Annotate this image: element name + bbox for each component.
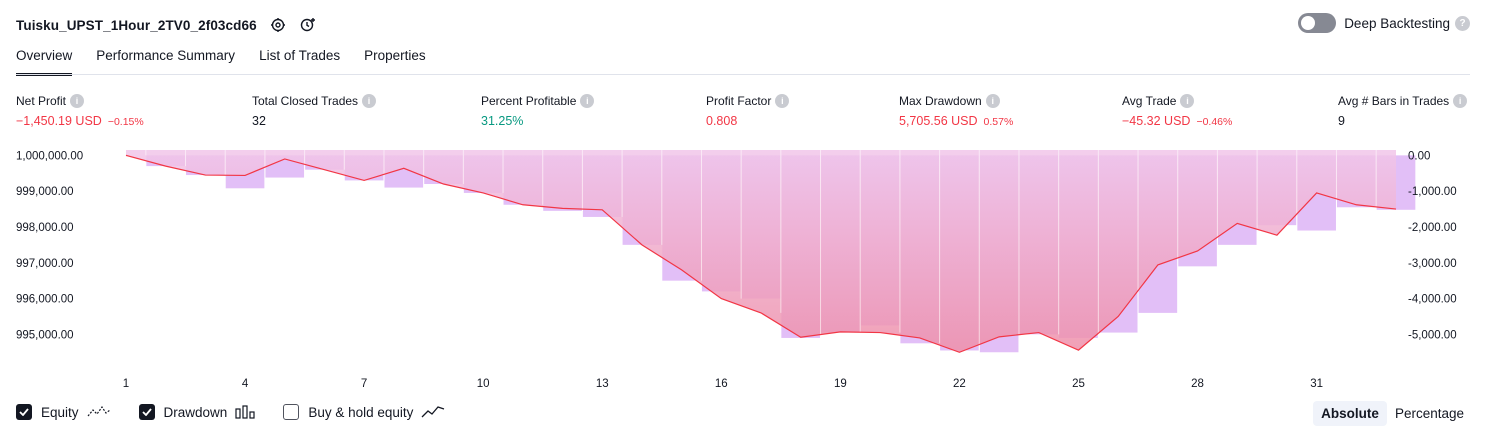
metric-subvalue: −0.46% <box>1196 116 1233 128</box>
metric-value: 31.25% <box>481 114 524 128</box>
left-axis-tick: 998,000.00 <box>16 222 74 234</box>
info-icon[interactable]: i <box>985 94 1000 108</box>
toggle-knob <box>1301 16 1316 30</box>
metric-value: −45.32 USD <box>1122 114 1191 128</box>
metric-max-drawdown: Max Drawdown i 5,705.56 USD 0.57% <box>899 94 1013 128</box>
right-axis-tick: -5,000.00 <box>1408 329 1457 341</box>
left-axis-tick: 995,000.00 <box>16 329 74 341</box>
tab-overview[interactable]: Overview <box>16 48 73 76</box>
tab-performance-summary[interactable]: Performance Summary <box>96 48 236 63</box>
metric-label: Net Profit <box>16 94 67 108</box>
metric-profit-factor: Profit Factor i 0.808 <box>706 94 790 128</box>
info-icon[interactable]: i <box>70 94 85 108</box>
metric-label: Total Closed Trades <box>252 94 359 108</box>
info-icon[interactable]: i <box>1453 94 1468 108</box>
legend-label: Buy & hold equity <box>308 404 414 420</box>
x-axis-tick: 1 <box>123 378 129 390</box>
info-icon[interactable]: i <box>1180 94 1195 108</box>
tabs-divider <box>16 74 1470 75</box>
legend-drawdown[interactable]: Drawdown <box>138 404 256 420</box>
metric-label: Percent Profitable <box>481 94 577 108</box>
metric-subvalue: 0.57% <box>983 116 1014 128</box>
mode-percentage[interactable]: Percentage <box>1394 406 1464 421</box>
equity-checkbox[interactable] <box>16 404 32 420</box>
metric-value: 5,705.56 USD <box>899 114 978 128</box>
legend-label: Equity <box>41 404 79 420</box>
x-axis-tick: 4 <box>242 378 249 390</box>
mode-absolute[interactable]: Absolute <box>1313 401 1387 426</box>
report-tabs: Overview Performance Summary List of Tra… <box>16 48 450 76</box>
metric-value: 0.808 <box>706 114 738 128</box>
drawdown-bars-icon <box>235 405 255 419</box>
right-axis-tick: -2,000.00 <box>1408 222 1457 234</box>
legend-label: Drawdown <box>163 404 228 420</box>
strategy-title: Tuisku_UPST_1Hour_2TV0_2f03cd66 <box>16 17 257 33</box>
right-axis-tick: -3,000.00 <box>1408 258 1457 270</box>
chart-legend: Equity Drawdown Buy & hold equity <box>16 404 473 420</box>
right-axis-tick: -4,000.00 <box>1408 294 1457 306</box>
x-axis-tick: 13 <box>596 378 609 390</box>
tab-list-of-trades[interactable]: List of Trades <box>259 48 341 63</box>
legend-equity[interactable]: Equity <box>16 404 111 420</box>
left-axis-tick: 996,000.00 <box>16 294 74 306</box>
metric-avg-bars-in-trades: Avg # Bars in Trades i 9 <box>1338 94 1468 128</box>
left-axis-tick: 999,000.00 <box>16 186 74 198</box>
x-axis-tick: 25 <box>1072 378 1085 390</box>
info-icon[interactable]: i <box>580 94 595 108</box>
equity-line <box>125 154 1397 353</box>
deep-backtesting-label: Deep Backtesting <box>1344 15 1450 31</box>
deep-backtesting-toggle[interactable] <box>1298 13 1337 33</box>
metric-subvalue: −0.15% <box>107 116 144 128</box>
drawdown-checkbox[interactable] <box>138 404 155 420</box>
metric-avg-trade: Avg Trade i −45.32 USD −0.46% <box>1122 94 1232 128</box>
equity-drawdown-chart[interactable]: 1,000,000.00 999,000.00 998,000.00 997,000.… <box>0 136 1486 398</box>
settings-icon[interactable] <box>269 16 287 34</box>
metric-percent-profitable: Percent Profitable i 31.25% <box>481 94 595 128</box>
right-axis-tick: -1,000.00 <box>1408 186 1457 198</box>
legend-buy-hold[interactable]: Buy & hold equity <box>283 404 445 420</box>
metric-value: 32 <box>252 114 266 128</box>
x-axis-tick: 16 <box>715 378 728 390</box>
metric-label: Avg Trade <box>1122 94 1177 108</box>
info-icon[interactable]: i <box>362 94 377 108</box>
buy-hold-line-icon <box>421 405 445 419</box>
add-alert-icon[interactable] <box>299 16 317 34</box>
metric-label: Profit Factor <box>706 94 772 108</box>
left-axis-tick: 1,000,000.00 <box>16 150 83 162</box>
metric-value: −1,450.19 USD <box>16 114 102 128</box>
x-axis-tick: 7 <box>361 378 367 390</box>
metric-label: Max Drawdown <box>899 94 982 108</box>
x-axis-tick: 22 <box>953 378 966 390</box>
x-axis-tick: 28 <box>1191 378 1204 390</box>
strategy-header: Tuisku_UPST_1Hour_2TV0_2f03cd66 <box>16 14 317 36</box>
buy-hold-checkbox[interactable] <box>283 404 300 420</box>
metric-net-profit: Net Profit i −1,450.19 USD −0.15% <box>16 94 144 128</box>
x-axis-tick: 10 <box>477 378 490 390</box>
metric-label: Avg # Bars in Trades <box>1338 94 1450 108</box>
deep-backtesting: Deep Backtesting ? <box>1298 13 1470 33</box>
right-axis-tick: 0.00 <box>1408 150 1430 162</box>
metric-value: 9 <box>1338 114 1345 128</box>
help-icon[interactable]: ? <box>1455 15 1470 31</box>
x-axis-tick: 19 <box>834 378 847 390</box>
tab-properties[interactable]: Properties <box>364 48 426 63</box>
equity-line-icon <box>87 405 111 419</box>
scale-mode-switch: Absolute Percentage <box>1313 401 1472 426</box>
metric-total-closed-trades: Total Closed Trades i 32 <box>252 94 377 128</box>
info-icon[interactable]: i <box>775 94 790 108</box>
equity-area <box>126 150 1396 353</box>
x-axis-tick: 31 <box>1310 378 1323 390</box>
left-axis-tick: 997,000.00 <box>16 258 74 270</box>
